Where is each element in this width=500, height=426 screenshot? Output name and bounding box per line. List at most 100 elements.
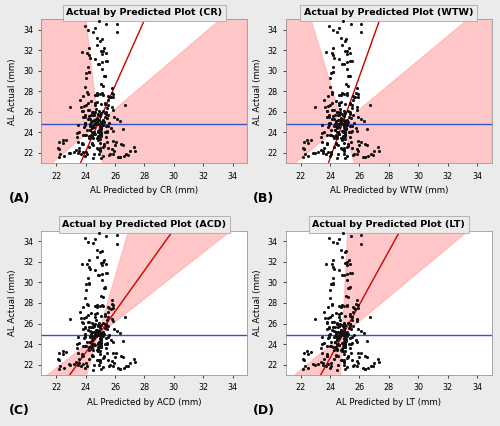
Text: (D): (D) xyxy=(253,403,275,417)
Point xyxy=(118,354,126,360)
Point xyxy=(98,118,106,125)
Point xyxy=(88,132,96,139)
Point xyxy=(352,296,360,303)
Point xyxy=(102,312,110,319)
Point xyxy=(94,132,102,139)
Point xyxy=(79,320,87,326)
Point xyxy=(108,146,116,153)
Point xyxy=(319,148,327,155)
Point xyxy=(94,272,102,279)
Point xyxy=(328,89,336,96)
Point xyxy=(345,73,353,80)
Point xyxy=(78,363,86,369)
Point xyxy=(101,321,109,328)
Point xyxy=(78,49,86,56)
Point xyxy=(82,331,90,338)
Point xyxy=(98,248,106,254)
Point xyxy=(108,301,116,308)
Point xyxy=(130,355,138,362)
Point xyxy=(299,366,307,372)
Point xyxy=(338,346,346,353)
Point xyxy=(364,153,372,159)
Point xyxy=(300,350,308,357)
Point xyxy=(328,100,336,106)
Point xyxy=(85,355,93,362)
Point xyxy=(97,120,105,127)
Point xyxy=(100,320,108,326)
Point xyxy=(338,340,346,346)
Point xyxy=(341,340,349,347)
Point xyxy=(318,150,326,156)
Point xyxy=(58,136,66,143)
Point xyxy=(359,153,367,160)
Point xyxy=(330,144,338,150)
Point xyxy=(364,364,372,371)
Point xyxy=(338,119,345,126)
Point xyxy=(342,292,349,299)
Point xyxy=(102,133,110,140)
Point xyxy=(350,305,358,312)
Point xyxy=(90,92,98,98)
Point xyxy=(96,302,104,309)
Point xyxy=(92,115,100,122)
Point xyxy=(331,338,339,345)
Point xyxy=(342,101,349,108)
Point xyxy=(334,323,342,330)
Point xyxy=(341,131,349,138)
Point xyxy=(104,97,112,104)
Point xyxy=(93,89,101,96)
Point xyxy=(338,323,346,330)
Point xyxy=(104,111,112,118)
Point xyxy=(311,315,319,322)
Point xyxy=(75,360,83,366)
Point xyxy=(344,141,352,147)
Point xyxy=(98,336,106,343)
Point xyxy=(84,302,92,308)
Point xyxy=(307,348,315,355)
Point xyxy=(92,35,100,42)
Point xyxy=(91,102,99,109)
Point xyxy=(122,102,130,109)
Point xyxy=(363,338,371,345)
Point xyxy=(90,129,98,135)
Point xyxy=(325,234,333,241)
Point xyxy=(84,261,92,268)
Title: Actual by Predicted Plot (CR): Actual by Predicted Plot (CR) xyxy=(66,9,222,17)
Point xyxy=(368,363,376,370)
Point xyxy=(104,334,112,341)
Point xyxy=(335,303,343,310)
Point xyxy=(81,323,89,330)
Point xyxy=(370,147,378,154)
Point xyxy=(82,75,90,81)
Point xyxy=(330,318,338,325)
Point xyxy=(101,340,109,347)
Text: (A): (A) xyxy=(8,192,30,205)
Point xyxy=(90,362,98,369)
Point xyxy=(344,354,352,360)
Point xyxy=(74,334,82,340)
Point xyxy=(334,121,342,127)
Point xyxy=(334,328,342,335)
Point xyxy=(94,346,102,353)
Point xyxy=(325,334,333,340)
Point xyxy=(348,92,356,99)
Point xyxy=(343,47,351,54)
Point xyxy=(326,75,334,81)
Point xyxy=(108,296,116,303)
Point xyxy=(304,153,312,160)
Point xyxy=(100,285,108,291)
Point xyxy=(370,359,378,366)
Point xyxy=(332,132,340,139)
Point xyxy=(96,330,104,337)
Point xyxy=(330,339,338,345)
Point xyxy=(94,136,102,143)
Point xyxy=(74,361,82,368)
Point xyxy=(330,132,338,139)
Point xyxy=(346,334,354,341)
Point xyxy=(326,343,334,350)
Point xyxy=(343,117,351,124)
Point xyxy=(102,350,110,357)
Point xyxy=(90,322,98,329)
Point xyxy=(95,344,103,351)
Point xyxy=(322,49,330,56)
